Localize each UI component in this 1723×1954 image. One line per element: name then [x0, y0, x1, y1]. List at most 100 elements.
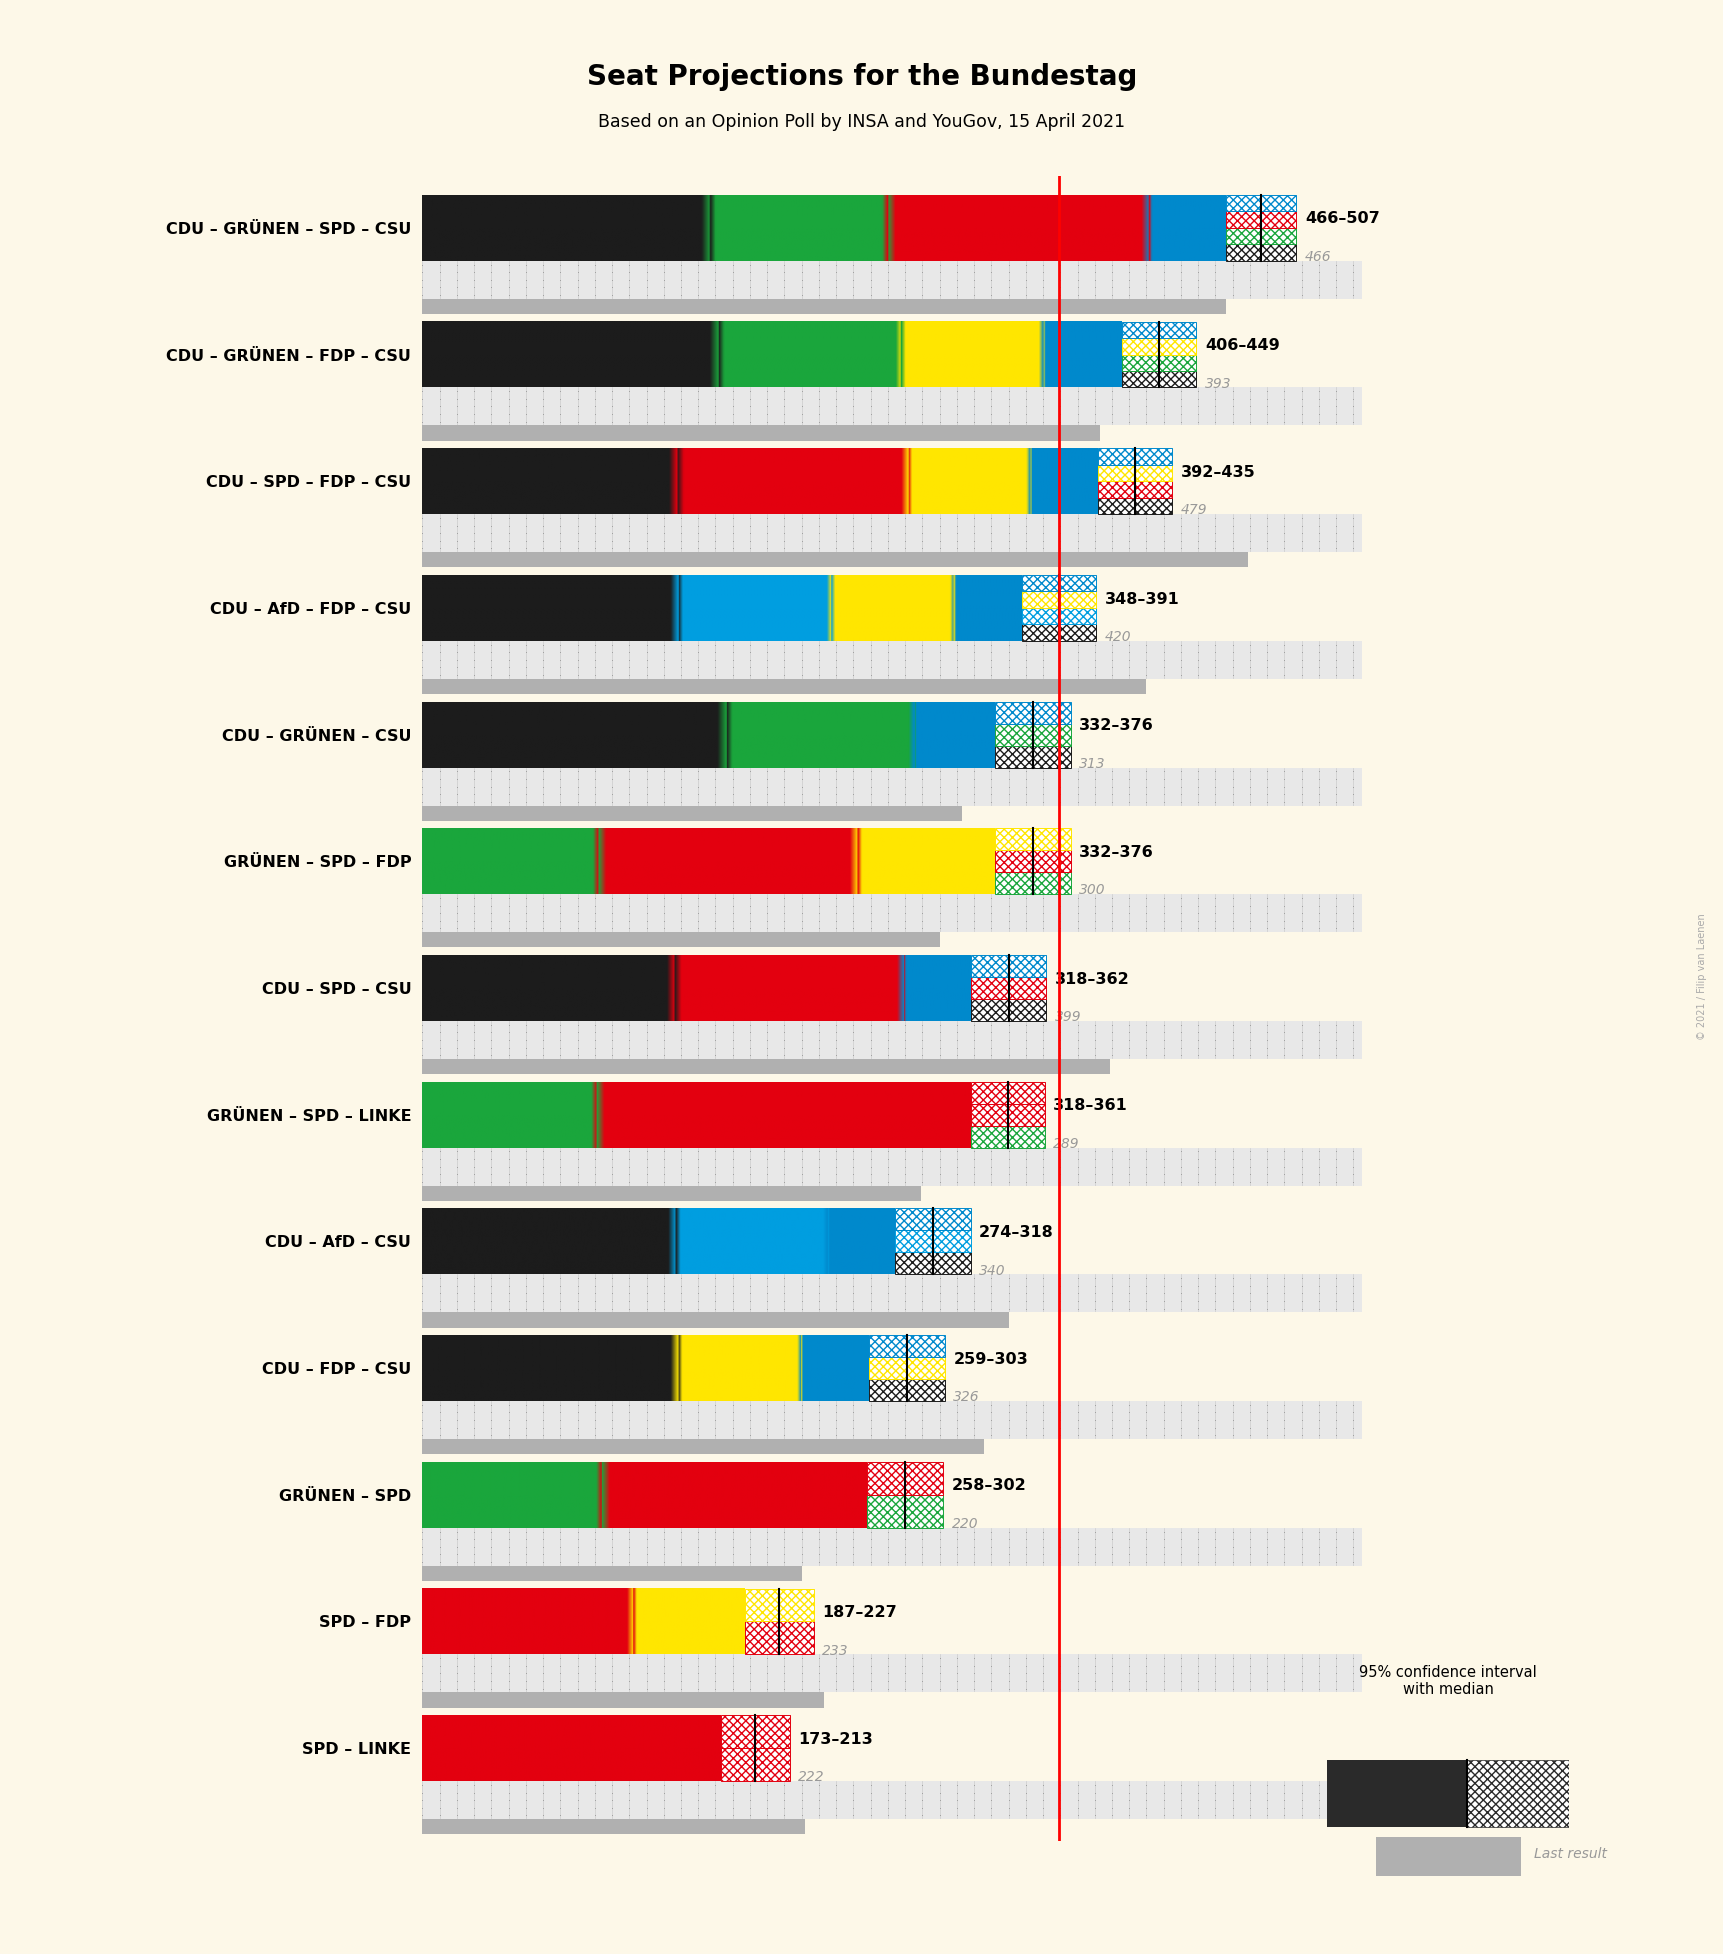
Bar: [1146, 678, 1361, 694]
Bar: [1022, 625, 1096, 641]
Bar: [867, 1462, 942, 1495]
Bar: [1122, 322, 1196, 338]
Text: 340: 340: [979, 1264, 1005, 1278]
Bar: [994, 828, 1070, 895]
Bar: [894, 1208, 970, 1274]
Bar: [720, 1716, 789, 1782]
Text: 318–361: 318–361: [1053, 1098, 1127, 1114]
Text: 393: 393: [1204, 377, 1230, 391]
Bar: [1225, 211, 1296, 229]
Bar: [422, 1565, 801, 1581]
Bar: [422, 1438, 984, 1454]
Bar: [422, 1655, 1361, 1692]
Bar: [994, 746, 1070, 768]
Bar: [422, 1401, 1361, 1438]
Bar: [867, 1495, 942, 1528]
Bar: [422, 553, 1247, 567]
Bar: [894, 1231, 970, 1253]
Text: 274–318: 274–318: [979, 1225, 1053, 1241]
Bar: [868, 1335, 944, 1401]
Bar: [422, 1782, 1361, 1819]
Text: Based on an Opinion Poll by INSA and YouGov, 15 April 2021: Based on an Opinion Poll by INSA and You…: [598, 113, 1125, 131]
Bar: [422, 1147, 1361, 1186]
Bar: [1225, 195, 1296, 260]
Bar: [1098, 465, 1172, 481]
Bar: [1098, 447, 1172, 465]
Text: 289: 289: [1053, 1137, 1079, 1151]
Bar: [970, 956, 1046, 1020]
Text: 348–391: 348–391: [1104, 592, 1179, 606]
Bar: [970, 998, 1046, 1020]
Bar: [422, 1186, 920, 1202]
Text: 258–302: 258–302: [951, 1479, 1025, 1493]
Bar: [939, 932, 1361, 948]
Bar: [970, 977, 1046, 998]
Bar: [994, 828, 1070, 850]
Text: 173–213: 173–213: [798, 1731, 872, 1747]
Text: 313: 313: [1079, 756, 1104, 770]
Text: 392–435: 392–435: [1180, 465, 1254, 481]
Bar: [868, 1380, 944, 1401]
Bar: [994, 723, 1070, 746]
Text: 332–376: 332–376: [1079, 844, 1153, 860]
Text: © 2021 / Filip van Laenen: © 2021 / Filip van Laenen: [1695, 914, 1706, 1040]
Bar: [1122, 371, 1196, 387]
Bar: [1022, 574, 1096, 592]
Bar: [1099, 426, 1361, 442]
Bar: [920, 1186, 1361, 1202]
Bar: [1122, 354, 1196, 371]
Text: 95% confidence interval
with median: 95% confidence interval with median: [1358, 1665, 1537, 1698]
Bar: [422, 805, 961, 821]
Bar: [422, 299, 1225, 315]
Bar: [422, 768, 1361, 805]
Bar: [961, 805, 1361, 821]
Text: 332–376: 332–376: [1079, 719, 1153, 733]
Bar: [422, 1059, 1110, 1075]
Bar: [744, 1622, 813, 1655]
Bar: [1098, 498, 1172, 514]
Text: 300: 300: [1079, 883, 1104, 897]
Bar: [824, 1692, 1361, 1708]
Bar: [744, 1589, 813, 1622]
Bar: [422, 641, 1361, 678]
Text: 466: 466: [1304, 250, 1330, 264]
Bar: [868, 1358, 944, 1380]
Bar: [867, 1462, 942, 1528]
Text: 259–303: 259–303: [953, 1352, 1027, 1366]
Bar: [1327, 1761, 1466, 1827]
Bar: [1466, 1761, 1568, 1827]
Bar: [422, 1692, 824, 1708]
Text: 187–227: 187–227: [822, 1604, 896, 1620]
Bar: [422, 932, 939, 948]
Bar: [720, 1749, 789, 1782]
Bar: [894, 1253, 970, 1274]
Bar: [1022, 608, 1096, 625]
Text: 406–449: 406–449: [1204, 338, 1278, 354]
Bar: [994, 871, 1070, 895]
Bar: [1247, 553, 1361, 567]
Text: 233: 233: [822, 1643, 848, 1657]
Bar: [744, 1589, 813, 1655]
Text: 318–362: 318–362: [1054, 971, 1129, 987]
Text: Last result: Last result: [1533, 1847, 1606, 1862]
Bar: [422, 895, 1361, 932]
Bar: [422, 514, 1361, 553]
Bar: [994, 701, 1070, 768]
Bar: [422, 260, 1361, 299]
Bar: [422, 1020, 1361, 1059]
Bar: [1022, 574, 1096, 641]
Bar: [1022, 592, 1096, 608]
Text: 222: 222: [798, 1770, 824, 1784]
Bar: [970, 1126, 1044, 1147]
Bar: [1225, 244, 1296, 260]
Text: 479: 479: [1180, 504, 1206, 518]
Bar: [1122, 338, 1196, 354]
Bar: [1225, 299, 1361, 315]
Bar: [422, 387, 1361, 426]
Bar: [970, 1083, 1044, 1147]
Text: 399: 399: [1054, 1010, 1080, 1024]
Bar: [994, 850, 1070, 871]
Bar: [422, 1528, 1361, 1565]
Bar: [1225, 195, 1296, 211]
Bar: [422, 678, 1146, 694]
